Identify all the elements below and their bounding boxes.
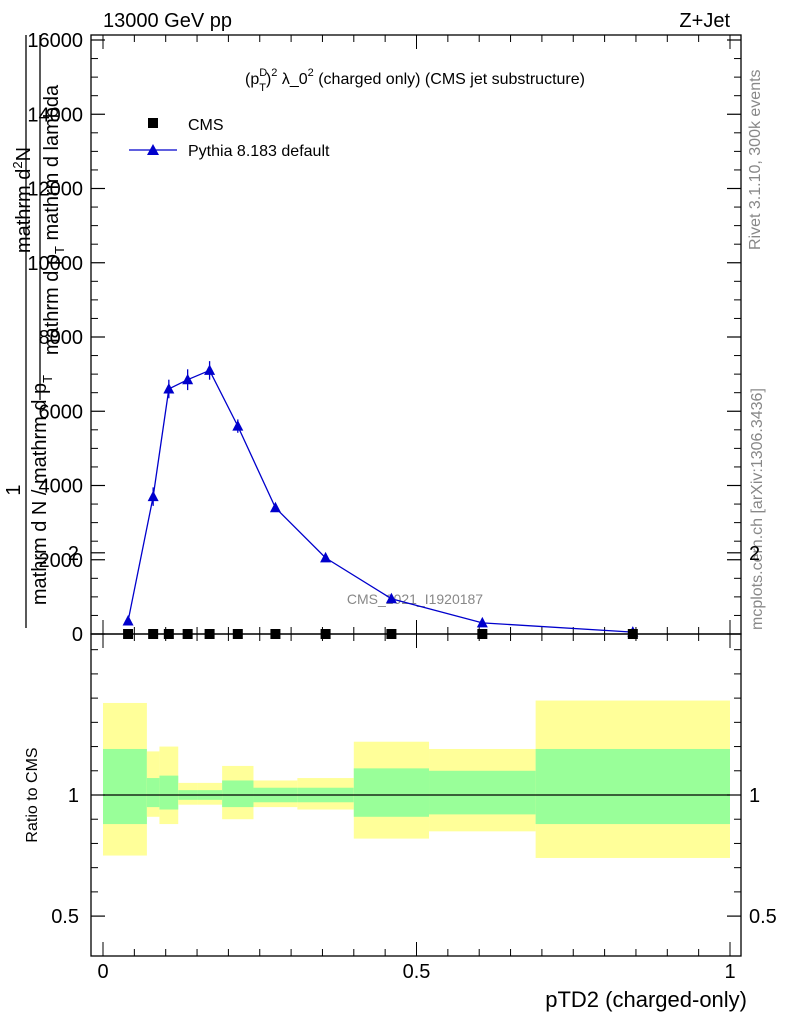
ylabel-dn: mathrm d N / mathrm d pT [29,375,55,605]
ylabel-one: 1 [3,484,25,495]
ratio-inner-band [159,775,179,810]
main-y-ticks: 0 2000 4000 6000 8000 10000 12000 14000 16000 [27,30,741,646]
mc-data-point [320,551,332,563]
x-tick-label: 0 [97,961,108,983]
ratio-inner-band [535,748,730,825]
x-axis-label: pTD2 (charged-only) [545,987,747,1012]
ratio-y-axis-label: Ratio to CMS [24,747,41,842]
ratio-y-tick-label: 0.5 [51,906,79,928]
ratio-inner-band [146,778,160,808]
main-y-tick-label: 8000 [39,327,84,349]
plot-title: (pD T)2 λ_02 (charged only) (CMS jet subs… [245,67,585,94]
main-y-tick-label: 10000 [27,253,83,275]
ratio-x-ticks: 0 0.5 1 [97,634,736,983]
mc-data-point [163,382,175,394]
ratio-bands [103,700,730,858]
main-y-tick-label: 14000 [27,104,83,126]
x-tick-label: 0.5 [403,961,431,983]
main-y-axis-label: 1 mathrm d N / mathrm d pT mathrm d2N ma… [3,35,67,628]
legend-cms-label: CMS [188,117,224,134]
process-label: Z+Jet [679,10,730,32]
main-y-tick-label: 12000 [27,179,83,201]
mc-data-point [269,501,281,513]
analysis-watermark: CMS_2021_I1920187 [347,591,483,607]
rivet-version-label: Rivet 3.1.10, 300k events [747,69,764,250]
mc-data-point [476,616,488,628]
ratio-panel: 0.5 0.51 12 2 0 0.5 1 Ratio to CMS pTD2 (char… [24,543,777,1012]
ratio-y-tick-label-right: 0.5 [749,906,777,928]
mc-data-point [204,364,216,375]
mcplots-label: mcplots.cern.ch [arXiv:1306.3436] [749,388,766,630]
ratio-inner-band [429,770,536,815]
mc-data-point [147,490,159,502]
mc-data-point [385,592,397,604]
ratio-inner-band [222,780,254,808]
ratio-y-tick-label: 2 [68,543,79,565]
ylabel-d2n: mathrm d2N [10,147,35,253]
energy-label: 13000 GeV pp [103,10,232,32]
ratio-y-tick-label: 1 [68,785,79,807]
legend-mc-marker [147,144,159,155]
main-y-tick-label: 4000 [39,476,84,498]
ratio-y-tick-label-right: 2 [749,543,760,565]
mc-data-point [232,420,244,431]
main-y-tick-label: 2000 [39,550,84,572]
mc-data-point [182,373,194,385]
mc-data-point [122,615,134,626]
legend-cms-marker [148,118,158,128]
ratio-y-tick-label-right: 1 [749,785,760,807]
main-y-tick-label: 16000 [27,30,83,52]
legend-mc-label: Pythia 8.183 default [188,143,330,160]
ylabel-dpt-dlambda: mathrm d pT mathrm d lambda [41,84,67,355]
ratio-inner-band [353,768,430,817]
x-tick-label: 1 [724,961,735,983]
main-y-tick-label: 6000 [39,401,84,423]
legend: CMS Pythia 8.183 default [129,117,330,160]
main-panel: 0 2000 4000 6000 8000 10000 12000 14000 16000 (p… [3,30,742,646]
ratio-y-ticks: 0.5 0.5 1 1 2 2 [51,543,777,928]
ratio-inner-band [103,748,147,825]
main-y-tick-label: 0 [72,624,83,646]
